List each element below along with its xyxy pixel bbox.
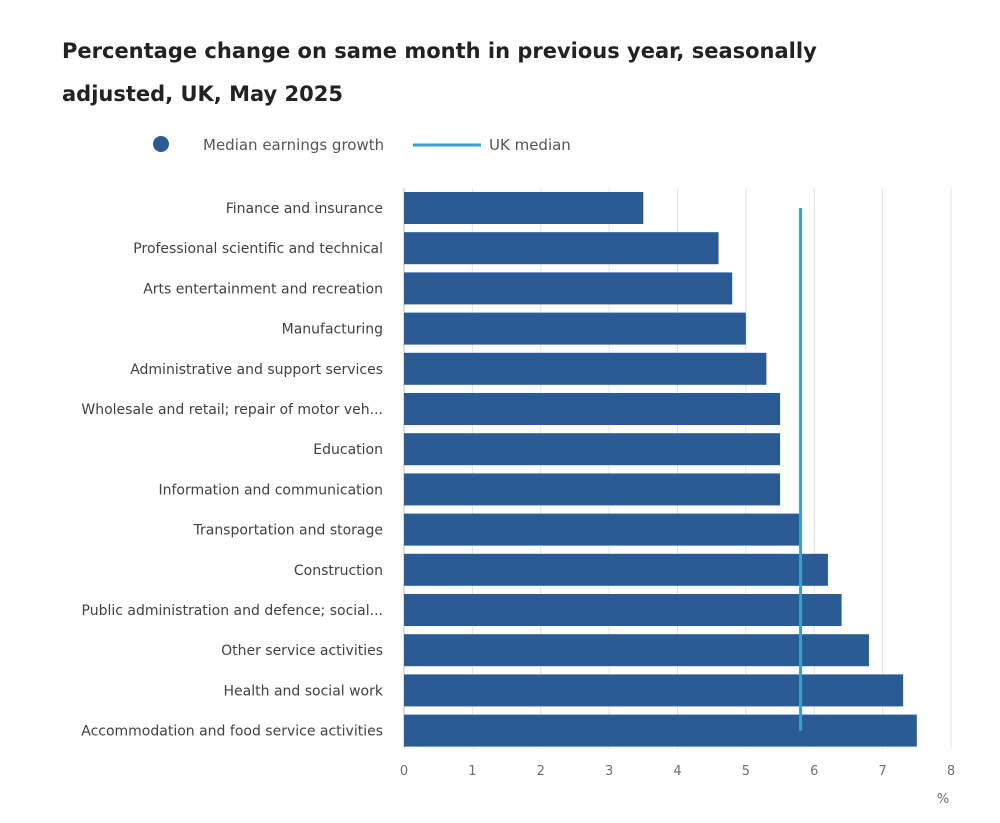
bar: [404, 312, 746, 345]
category-label: Construction: [294, 563, 383, 579]
bar: [404, 232, 719, 265]
bar: [404, 272, 733, 305]
category-label: Education: [313, 442, 383, 458]
category-label: Health and social work: [224, 683, 384, 699]
x-tick-label: 4: [673, 764, 681, 779]
bar: [404, 513, 801, 546]
chart-title: Percentage change on same month in previ…: [62, 39, 817, 106]
category-label: Administrative and support services: [130, 362, 383, 378]
bar: [404, 192, 644, 224]
x-tick-label: 1: [468, 764, 476, 779]
category-labels: Finance and insurance Professional scient…: [81, 201, 384, 740]
x-tick-label: 3: [605, 764, 613, 779]
legend-label-uk-median: UK median: [489, 136, 571, 154]
x-axis-ticks: 0 1 2 3 4 5 6 7 8: [400, 764, 955, 779]
x-tick-label: 8: [947, 764, 955, 779]
category-label: Public administration and defence; socia…: [82, 603, 383, 619]
bar: [404, 714, 917, 747]
legend-marker-median-earnings-growth: [153, 136, 169, 152]
bar: [404, 393, 781, 425]
bars: [404, 192, 917, 747]
bar: [404, 594, 842, 626]
bar: [404, 674, 904, 707]
bar: [404, 553, 828, 586]
category-label: Other service activities: [221, 643, 383, 659]
category-label: Wholesale and retail; repair of motor ve…: [81, 402, 383, 418]
x-axis-label: %: [937, 792, 949, 807]
x-tick-label: 2: [537, 764, 545, 779]
bar: [404, 634, 869, 667]
x-tick-label: 5: [742, 764, 750, 779]
category-label: Accommodation and food service activitie…: [81, 724, 383, 740]
x-tick-label: 6: [810, 764, 818, 779]
legend-label-median-earnings-growth: Median earnings growth: [203, 136, 384, 154]
category-label: Manufacturing: [282, 322, 383, 338]
category-label: Arts entertainment and recreation: [143, 281, 383, 297]
bar: [404, 473, 781, 506]
category-label: Transportation and storage: [192, 523, 383, 539]
bar: [404, 433, 781, 466]
x-tick-label: 0: [400, 764, 408, 779]
x-tick-label: 7: [878, 764, 886, 779]
category-label: Professional scientific and technical: [133, 241, 383, 257]
legend: Median earnings growth UK median: [153, 136, 571, 154]
bar: [404, 352, 767, 385]
category-label: Information and communication: [158, 482, 383, 498]
category-label: Finance and insurance: [226, 201, 383, 217]
